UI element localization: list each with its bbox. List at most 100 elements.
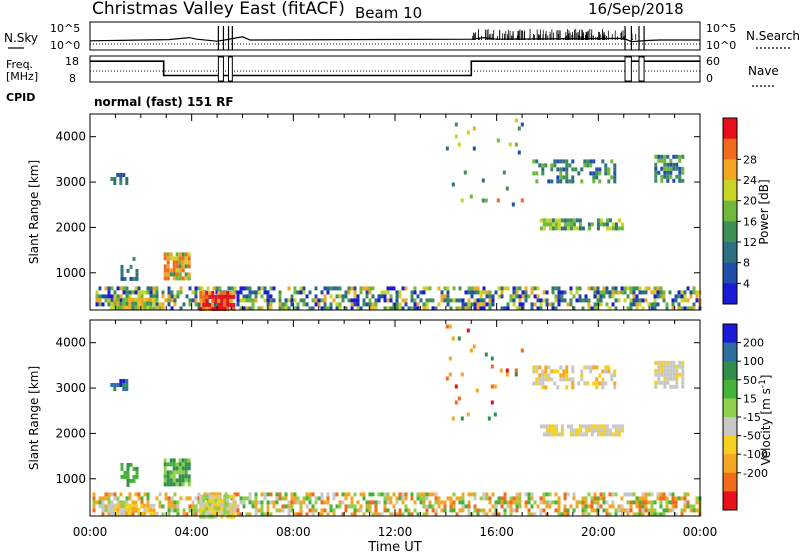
heat-cell <box>104 298 108 303</box>
heat-cell <box>539 424 543 429</box>
heat-cell <box>559 175 563 180</box>
heat-cell <box>653 306 657 311</box>
heat-cell <box>223 494 227 499</box>
heat-cell <box>163 482 167 487</box>
heat-cell <box>635 306 639 311</box>
heat-cell <box>485 512 489 517</box>
heat-cell <box>671 504 675 509</box>
heat-cell <box>455 306 459 311</box>
heat-cell <box>565 171 569 176</box>
heat-cell <box>623 298 627 303</box>
heat-cell <box>272 500 276 505</box>
heat-cell <box>581 306 585 311</box>
heat-cell <box>266 492 270 497</box>
heat-cell <box>344 508 348 513</box>
heat-cell <box>119 181 123 185</box>
heat-cell <box>175 252 179 257</box>
heat-cell <box>275 496 279 501</box>
heat-cell <box>681 384 685 389</box>
heat-cell <box>359 508 363 513</box>
heat-cell <box>211 502 215 507</box>
heat-cell <box>215 286 219 291</box>
heat-cell <box>232 290 236 295</box>
heat-cell <box>557 298 561 303</box>
heat-cell <box>440 294 444 299</box>
heat-cell <box>598 171 602 176</box>
heat-cell <box>553 369 557 374</box>
heat-cell <box>593 294 597 299</box>
heat-cell <box>449 504 453 509</box>
heat-cell <box>505 186 509 191</box>
heat-cell <box>533 500 537 505</box>
heat-cell <box>445 146 449 151</box>
heat-cell <box>377 298 381 303</box>
heat-cell <box>217 290 221 295</box>
heat-cell <box>539 306 543 311</box>
heat-cell <box>323 294 327 299</box>
heat-cell <box>208 498 212 503</box>
heat-cell <box>654 162 658 167</box>
heat-cell <box>178 458 182 463</box>
heat-cell <box>467 306 471 311</box>
heat-cell <box>452 508 456 513</box>
heat-cell <box>239 306 243 311</box>
heat-cell <box>547 365 551 370</box>
heat-cell <box>158 500 162 505</box>
heat-cell <box>614 492 618 497</box>
heat-cell <box>578 432 582 437</box>
heat-cell <box>666 360 670 365</box>
heat-cell <box>428 500 432 505</box>
heat-cell <box>226 502 230 507</box>
heat-cell <box>461 508 465 513</box>
heat-cell <box>663 376 667 381</box>
heat-cell <box>485 492 489 497</box>
heat-cell <box>592 159 596 164</box>
heat-cell <box>104 496 108 501</box>
heat-cell <box>101 500 105 505</box>
heat-cell <box>143 503 147 508</box>
heat-cell <box>359 492 363 497</box>
heat-cell <box>107 290 111 295</box>
heat-cell <box>383 294 387 299</box>
heat-cell <box>669 158 673 163</box>
heat-cell <box>125 177 129 181</box>
heat-cell <box>326 500 330 505</box>
heat-cell <box>632 298 636 303</box>
heat-cell <box>128 301 132 306</box>
heat-cell <box>341 492 345 497</box>
heat-cell <box>140 290 144 295</box>
heat-cell <box>520 348 524 353</box>
heat-cell <box>132 478 136 483</box>
heat-cell <box>167 290 171 295</box>
heat-cell <box>494 512 498 517</box>
heat-cell <box>494 508 498 513</box>
heat-cell <box>220 290 224 295</box>
heat-cell <box>398 290 402 295</box>
heat-cell <box>290 302 294 307</box>
heat-cell <box>122 383 126 387</box>
heat-cell <box>170 500 174 505</box>
heat-cell <box>158 492 162 497</box>
heat-cell <box>560 290 564 295</box>
heat-cell <box>395 294 399 299</box>
heat-cell <box>302 496 306 501</box>
heat-cell <box>146 301 150 306</box>
heat-cell <box>663 166 667 171</box>
heat-cell <box>565 167 569 172</box>
heat-cell <box>692 504 696 509</box>
heat-cell <box>482 496 486 501</box>
heat-cell <box>599 298 603 303</box>
heat-cell <box>143 297 147 302</box>
heat-cell <box>695 290 699 295</box>
y-tick-label: 2000 <box>55 220 86 234</box>
heat-cell <box>383 496 387 501</box>
heat-cell <box>425 286 429 291</box>
heat-cell <box>326 290 330 295</box>
heat-cell <box>503 496 507 501</box>
heat-cell <box>557 226 561 231</box>
heat-cell <box>599 302 603 307</box>
heat-cell <box>371 500 375 505</box>
heat-cell <box>389 512 393 517</box>
heat-cell <box>359 504 363 509</box>
heat-cell <box>260 500 264 505</box>
